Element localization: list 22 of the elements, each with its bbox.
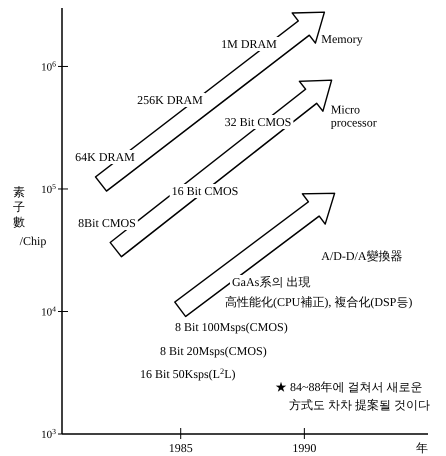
x-axis-title: 年 xyxy=(416,441,428,455)
y-tick-label: 10$^{4}$ xyxy=(41,304,56,318)
y-tick-label: 10$^{6}$ xyxy=(41,58,56,74)
annotation: 16 Bit CMOS xyxy=(172,184,238,198)
annotation: 8 Bit 20Msps(CMOS) xyxy=(160,344,267,358)
annotation: GaAs系의 出現 xyxy=(232,275,310,289)
annotation: 8 Bit 100Msps(CMOS) xyxy=(175,320,288,334)
annotation: 32 Bit CMOS xyxy=(224,115,292,129)
annotation: ★ 84~88年에 걸쳐서 새로운 方式도 차차 提案될 것이다 xyxy=(275,380,430,412)
y-tick-label: 10$^{5}$ xyxy=(41,181,56,196)
series-label: Micro processor xyxy=(330,102,377,130)
annotation: 高性能化(CPU補正), 複合化(DSP등) xyxy=(225,295,412,309)
annotation: 16 Bit 50Ksps(L$^{2}$L) xyxy=(140,366,236,381)
series-label: Memory xyxy=(321,32,363,46)
annotation: 64K DRAM xyxy=(75,150,136,164)
text: A/D-D/A變換器 xyxy=(321,249,403,264)
x-tick-label: 1985 xyxy=(168,441,193,455)
x-tick-label: 1990 xyxy=(292,441,316,455)
annotation: 8Bit CMOS xyxy=(78,216,136,230)
annotation: 256K DRAM xyxy=(137,93,204,107)
y-tick-label: 10$^{3}$ xyxy=(41,426,56,441)
annotation: 1M DRAM xyxy=(221,37,278,51)
